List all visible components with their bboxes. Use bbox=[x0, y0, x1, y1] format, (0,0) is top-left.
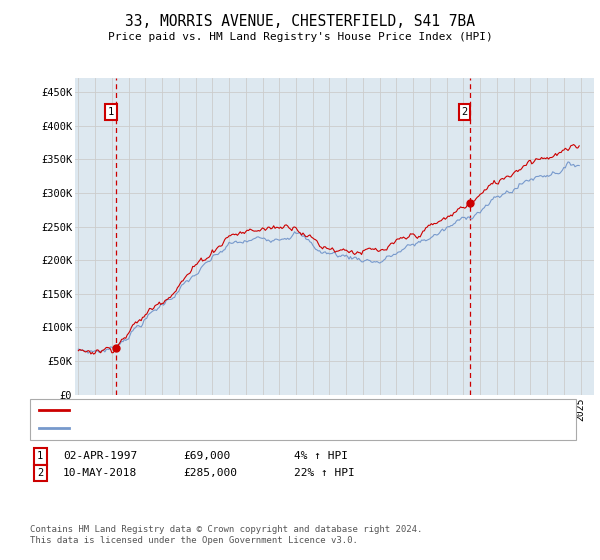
Text: £285,000: £285,000 bbox=[183, 468, 237, 478]
Text: 02-APR-1997: 02-APR-1997 bbox=[63, 451, 137, 461]
Text: 10-MAY-2018: 10-MAY-2018 bbox=[63, 468, 137, 478]
Text: 33, MORRIS AVENUE, CHESTERFIELD, S41 7BA (detached house): 33, MORRIS AVENUE, CHESTERFIELD, S41 7BA… bbox=[75, 405, 431, 415]
Text: 1: 1 bbox=[108, 107, 114, 117]
Text: 2: 2 bbox=[461, 107, 468, 117]
Text: 22% ↑ HPI: 22% ↑ HPI bbox=[294, 468, 355, 478]
Text: £69,000: £69,000 bbox=[183, 451, 230, 461]
Text: 2: 2 bbox=[37, 468, 43, 478]
Text: 4% ↑ HPI: 4% ↑ HPI bbox=[294, 451, 348, 461]
Text: HPI: Average price, detached house, Chesterfield: HPI: Average price, detached house, Ches… bbox=[75, 423, 375, 433]
Text: 33, MORRIS AVENUE, CHESTERFIELD, S41 7BA: 33, MORRIS AVENUE, CHESTERFIELD, S41 7BA bbox=[125, 14, 475, 29]
Text: 1: 1 bbox=[37, 451, 43, 461]
Text: Contains HM Land Registry data © Crown copyright and database right 2024.
This d: Contains HM Land Registry data © Crown c… bbox=[30, 525, 422, 545]
Text: Price paid vs. HM Land Registry's House Price Index (HPI): Price paid vs. HM Land Registry's House … bbox=[107, 32, 493, 43]
